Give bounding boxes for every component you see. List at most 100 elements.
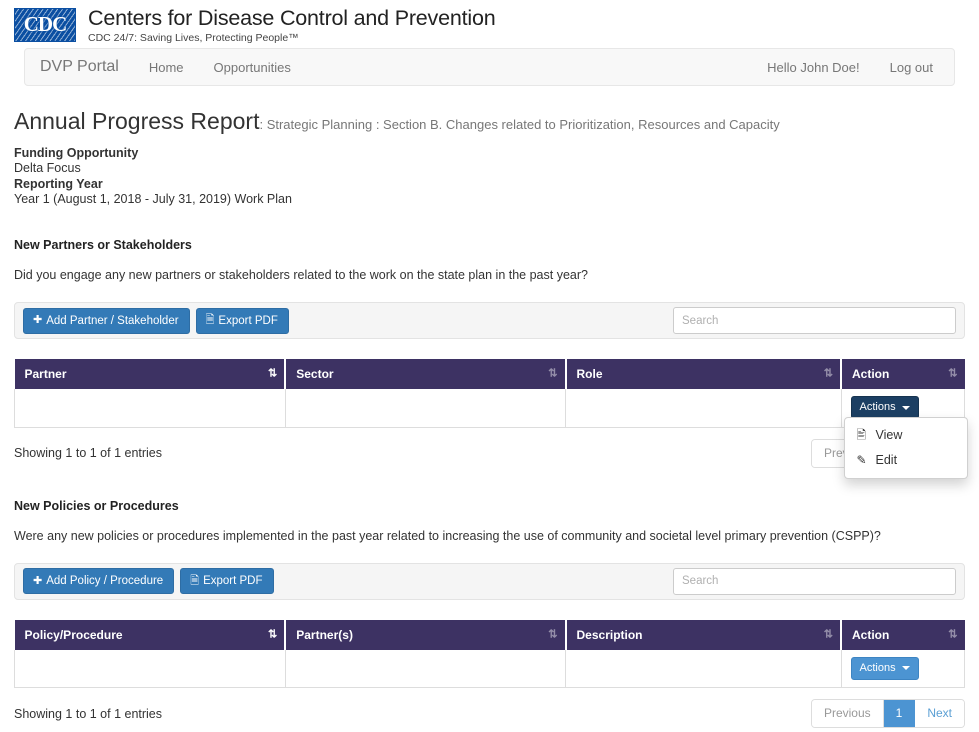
actions-button-policies[interactable]: Actions bbox=[850, 656, 919, 680]
policies-table-footer: Showing 1 to 1 of 1 entries Previous 1 N… bbox=[14, 699, 965, 729]
report-meta: Funding Opportunity Delta Focus Reportin… bbox=[14, 146, 965, 207]
cell-policy-procedure bbox=[14, 649, 286, 689]
nav-item-home[interactable]: Home bbox=[148, 59, 184, 75]
search-input-partners[interactable] bbox=[673, 307, 956, 335]
page-title: Annual Progress Report: Strategic Planni… bbox=[14, 108, 965, 135]
actions-button-partners-label: Actions bbox=[859, 401, 896, 414]
sort-icon-sector[interactable]: ⇅ bbox=[548, 367, 557, 380]
meta-label-funding-opportunity: Funding Opportunity bbox=[14, 146, 139, 160]
column-header-sector-label: Sector bbox=[296, 367, 334, 382]
cdc-masthead: CDC Centers for Disease Control and Prev… bbox=[0, 0, 979, 48]
sort-icon-description[interactable]: ⇅ bbox=[823, 628, 833, 641]
partners-table-body: Actions 🖹 View ✎ Edit bbox=[14, 389, 968, 480]
section-question-new-policies: Were any new policies or procedures impl… bbox=[14, 528, 881, 543]
sort-icon-action-policies[interactable]: ⇅ bbox=[948, 628, 957, 641]
cdc-logo[interactable]: CDC bbox=[14, 8, 76, 42]
sort-icon-partners[interactable]: ⇅ bbox=[548, 628, 557, 641]
pagination-page-1-policies[interactable]: 1 bbox=[883, 700, 916, 728]
column-header-action-partners[interactable]: Action ⇅ bbox=[841, 359, 965, 390]
partners-table-head: Partner ⇅ Sector ⇅ Role ⇅ Action ⇅ bbox=[14, 359, 965, 390]
actions-dropdown-menu: 🖹 View ✎ Edit bbox=[843, 417, 968, 480]
cell-partners bbox=[284, 649, 567, 689]
file-icon: 🖹 bbox=[856, 428, 867, 443]
sort-icon-policy-procedure[interactable]: ⇅ bbox=[268, 628, 277, 641]
column-header-role-label: Role bbox=[576, 367, 603, 382]
actions-button-partners[interactable]: Actions bbox=[850, 396, 919, 420]
cell-role bbox=[565, 389, 842, 428]
policies-pagination: Previous 1 Next bbox=[810, 699, 965, 729]
column-header-partner[interactable]: Partner ⇅ bbox=[14, 359, 287, 390]
page-container: Annual Progress Report: Strategic Planni… bbox=[0, 108, 979, 729]
partners-table-wrapper: Partner ⇅ Sector ⇅ Role ⇅ Action ⇅ bbox=[14, 359, 968, 480]
column-header-partners-label: Partner(s) bbox=[296, 627, 353, 642]
user-greeting: Hello John Doe! bbox=[767, 59, 860, 75]
cdc-agency-name: Centers for Disease Control and Preventi… bbox=[88, 6, 496, 30]
dropdown-item-edit-label: Edit bbox=[875, 453, 898, 468]
column-header-policy-procedure[interactable]: Policy/Procedure ⇅ bbox=[14, 619, 287, 650]
chevron-down-icon bbox=[901, 666, 910, 671]
policies-toolbar: ✚ Add Policy / Procedure 🗎 Export PDF bbox=[14, 562, 965, 600]
section-question-new-partners: Did you engage any new partners or stake… bbox=[14, 268, 588, 283]
table-row: Actions bbox=[14, 649, 965, 689]
sort-icon-partner[interactable]: ⇅ bbox=[268, 367, 277, 380]
partners-toolbar: ✚ Add Partner / Stakeholder 🗎 Export PDF bbox=[14, 302, 965, 340]
cell-action-policies: Actions bbox=[840, 649, 965, 689]
section-title-new-policies: New Policies or Procedures bbox=[14, 498, 179, 513]
column-header-policy-procedure-label: Policy/Procedure bbox=[24, 627, 123, 642]
column-header-action-policies-label: Action bbox=[852, 627, 890, 642]
column-header-description[interactable]: Description ⇅ bbox=[565, 619, 842, 650]
policies-table-head: Policy/Procedure ⇅ Partner(s) ⇅ Descript… bbox=[14, 619, 965, 650]
cell-action-partners: Actions 🖹 View ✎ Edit bbox=[840, 389, 968, 480]
add-policy-procedure-button[interactable]: ✚ Add Policy / Procedure bbox=[23, 568, 175, 595]
partners-entries-info: Showing 1 to 1 of 1 entries bbox=[14, 446, 163, 461]
pagination-previous-policies[interactable]: Previous bbox=[811, 700, 884, 728]
column-header-action-policies[interactable]: Action ⇅ bbox=[841, 619, 965, 650]
add-partner-stakeholder-button[interactable]: ✚ Add Partner / Stakeholder bbox=[23, 307, 190, 334]
file-pdf-icon: 🗎 bbox=[190, 574, 200, 587]
policies-table-wrapper: Policy/Procedure ⇅ Partner(s) ⇅ Descript… bbox=[14, 619, 965, 729]
cdc-logo-text: CDC bbox=[23, 12, 67, 37]
file-pdf-icon: 🗎 bbox=[205, 314, 215, 327]
cell-sector bbox=[284, 389, 567, 428]
search-input-policies[interactable] bbox=[673, 567, 956, 595]
sort-icon-action-partners[interactable]: ⇅ bbox=[948, 367, 957, 380]
dropdown-item-edit[interactable]: ✎ Edit bbox=[845, 448, 967, 473]
partners-table: Partner ⇅ Sector ⇅ Role ⇅ Action ⇅ bbox=[14, 359, 968, 480]
partners-search-wrap bbox=[673, 307, 956, 335]
page-title-main: Annual Progress Report bbox=[14, 108, 260, 134]
export-pdf-label-partners: Export PDF bbox=[218, 314, 278, 327]
sort-icon-role[interactable]: ⇅ bbox=[823, 367, 833, 380]
cell-description bbox=[565, 649, 842, 689]
export-pdf-button-policies[interactable]: 🗎 Export PDF bbox=[180, 568, 274, 595]
column-header-role[interactable]: Role ⇅ bbox=[565, 359, 842, 390]
column-header-action-partners-label: Action bbox=[852, 367, 890, 382]
policies-entries-info: Showing 1 to 1 of 1 entries bbox=[14, 706, 163, 721]
nav-brand-dvp-portal[interactable]: DVP Portal bbox=[40, 58, 119, 75]
logout-link[interactable]: Log out bbox=[889, 59, 933, 75]
page-title-breadcrumb: : Strategic Planning : Section B. Change… bbox=[259, 117, 780, 132]
policies-header-row: Policy/Procedure ⇅ Partner(s) ⇅ Descript… bbox=[14, 619, 965, 650]
policies-table: Policy/Procedure ⇅ Partner(s) ⇅ Descript… bbox=[14, 619, 965, 689]
policies-table-body: Actions bbox=[14, 649, 965, 689]
export-pdf-button-partners[interactable]: 🗎 Export PDF bbox=[195, 307, 289, 334]
export-pdf-label-policies: Export PDF bbox=[203, 575, 263, 588]
dropdown-item-view[interactable]: 🖹 View bbox=[845, 423, 967, 448]
plus-icon: ✚ bbox=[33, 314, 43, 327]
plus-icon: ✚ bbox=[33, 574, 43, 587]
main-navbar: DVP Portal Home Opportunities Hello John… bbox=[24, 48, 955, 86]
meta-value-reporting-year: Year 1 (August 1, 2018 - July 31, 2019) … bbox=[14, 191, 292, 206]
meta-label-reporting-year: Reporting Year bbox=[14, 176, 103, 191]
column-header-partner-label: Partner bbox=[24, 367, 67, 382]
column-header-description-label: Description bbox=[576, 627, 643, 642]
cell-partner bbox=[14, 389, 286, 428]
partners-table-footer: Showing 1 to 1 of 1 entries Previous 1 N… bbox=[14, 438, 965, 468]
column-header-partners[interactable]: Partner(s) ⇅ bbox=[285, 619, 567, 650]
pencil-square-icon: ✎ bbox=[856, 453, 867, 468]
policies-search-wrap bbox=[673, 567, 956, 595]
chevron-down-icon bbox=[901, 405, 910, 410]
dropdown-item-view-label: View bbox=[875, 428, 903, 443]
pagination-next-policies[interactable]: Next bbox=[915, 700, 964, 728]
nav-item-opportunities[interactable]: Opportunities bbox=[213, 59, 291, 75]
cdc-logo-stripes bbox=[15, 9, 75, 41]
column-header-sector[interactable]: Sector ⇅ bbox=[285, 359, 567, 390]
